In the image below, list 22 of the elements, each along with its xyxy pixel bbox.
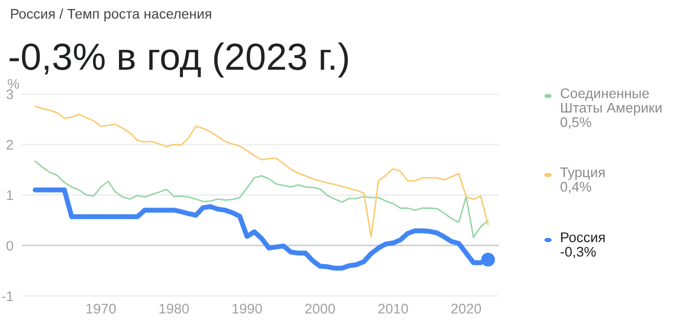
legend-label: Россия — [561, 232, 605, 242]
y-tick-label: -1 — [2, 291, 13, 302]
chart-subtitle: Россия / Темп роста населения — [11, 8, 212, 22]
text: 0,4% — [560, 182, 592, 194]
text: -0,3% — [560, 246, 596, 258]
y-tick-label: 0 — [6, 240, 14, 251]
x-tick-label: 2000 — [305, 304, 335, 314]
y-tick-label: 1 — [7, 190, 13, 200]
line-series — [34, 160, 489, 238]
text: 0,5% — [560, 117, 592, 129]
legend-label: Турция — [560, 168, 604, 180]
x-tick-label: 1990 — [232, 304, 262, 314]
line-series — [34, 105, 489, 238]
legend-label: Соединенные Штаты Америки — [560, 88, 662, 116]
x-tick-label: 1980 — [160, 304, 189, 314]
chart-title: -0,3% в год (2023 г.) — [10, 42, 348, 78]
y-tick-label: 2 — [6, 140, 13, 150]
x-tick-label: 2020 — [451, 304, 482, 314]
x-tick-label: 2010 — [378, 304, 408, 314]
y-tick-label: 3 — [6, 89, 14, 100]
x-tick-label: 1970 — [86, 304, 116, 314]
y-axis-title: % — [8, 78, 20, 89]
